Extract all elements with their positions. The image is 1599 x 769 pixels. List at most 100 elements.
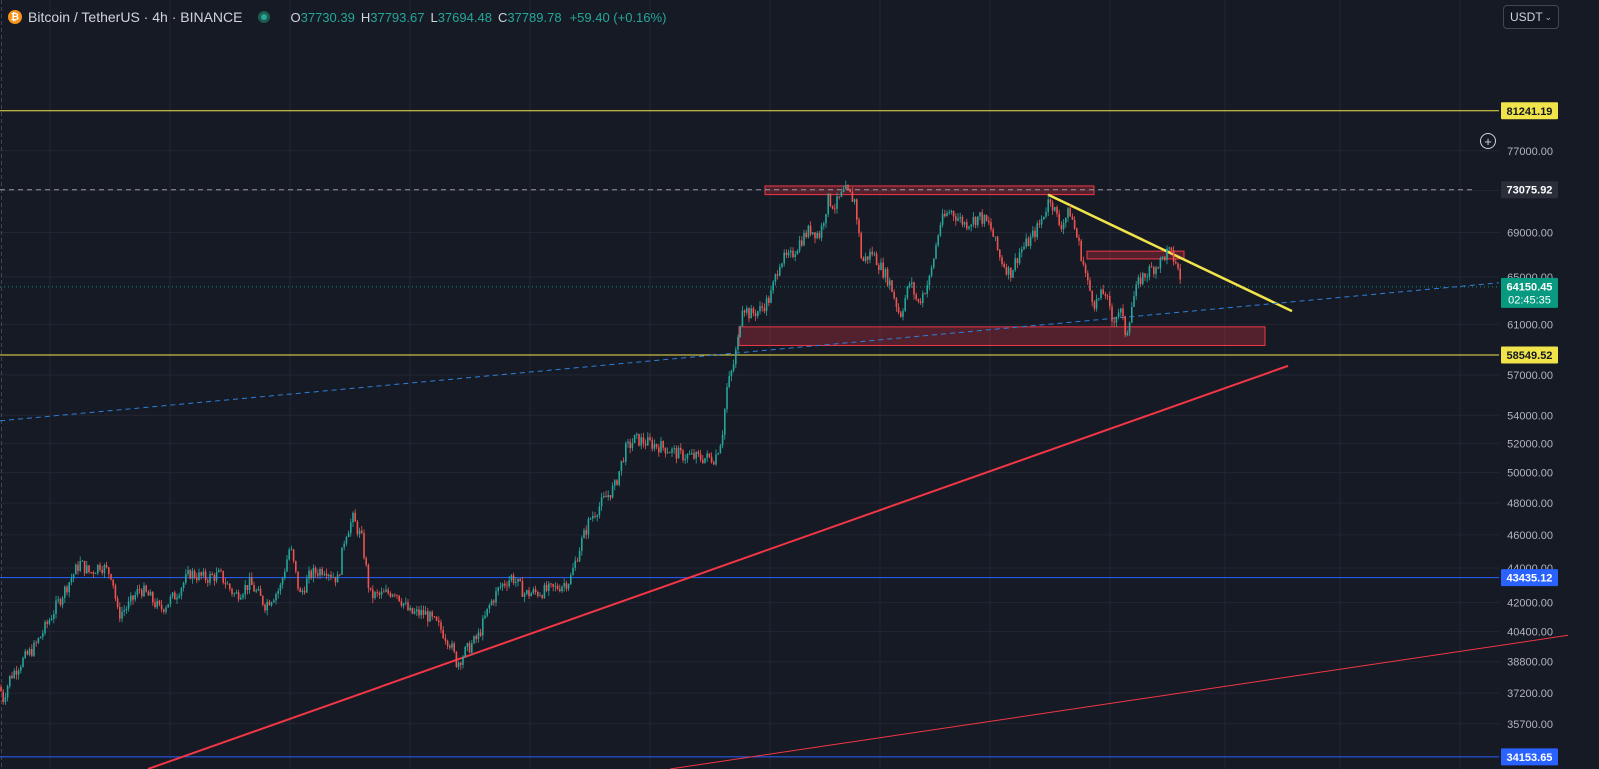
candle: [510, 574, 513, 583]
candle-body: [937, 235, 939, 246]
add-alert-plus-icon[interactable]: +: [1480, 133, 1496, 149]
low-key: L: [430, 9, 438, 25]
candle-body: [1071, 216, 1074, 220]
candle: [405, 597, 407, 606]
candle-body: [627, 441, 629, 444]
candle-body: [442, 629, 444, 639]
candle-body: [1126, 332, 1129, 336]
candle: [891, 280, 893, 293]
candle: [653, 439, 656, 452]
candle: [620, 460, 623, 476]
candle-body: [398, 595, 400, 602]
candle-body: [600, 497, 603, 507]
symbol-title[interactable]: Bitcoin / TetherUS · 4h · BINANCE: [28, 9, 243, 25]
candle: [178, 592, 180, 600]
candle: [211, 571, 213, 576]
candle: [677, 445, 680, 459]
candle-body: [726, 386, 728, 410]
candle-body: [163, 609, 165, 612]
candle: [132, 595, 134, 605]
candle-body: [950, 211, 953, 213]
candle: [570, 572, 572, 586]
candle: [926, 280, 928, 298]
candle: [519, 577, 521, 582]
candle: [1093, 300, 1096, 312]
candle: [55, 595, 57, 619]
candle-body: [257, 589, 260, 591]
candle: [277, 588, 279, 599]
candle-body: [167, 604, 169, 608]
candle: [765, 295, 768, 316]
candle: [1062, 219, 1065, 235]
candle-body: [90, 572, 92, 573]
candle: [955, 213, 957, 226]
candle-body: [999, 249, 1001, 258]
candle-body: [64, 586, 66, 598]
candle: [224, 577, 227, 589]
candle: [1078, 234, 1080, 246]
candle: [794, 250, 796, 262]
currency-selector[interactable]: USDT ⌄: [1503, 5, 1559, 29]
candle-body: [735, 349, 737, 365]
candle: [583, 527, 585, 539]
candle: [468, 640, 471, 654]
candle: [992, 227, 994, 237]
candle-body: [270, 602, 273, 606]
candle-body: [948, 212, 950, 213]
candle-body: [358, 530, 361, 534]
candle-body: [728, 376, 730, 387]
candle: [845, 180, 847, 190]
candle-body: [732, 364, 735, 371]
candle: [1021, 246, 1023, 258]
price-label-value: 64150.45: [1507, 281, 1553, 293]
candle-body: [290, 549, 293, 551]
candle: [730, 369, 733, 382]
candle-body: [334, 576, 337, 583]
candle-body: [840, 191, 843, 197]
candle: [6, 684, 9, 702]
candle-body: [1078, 237, 1080, 241]
candle-body: [908, 283, 911, 287]
candle: [1104, 291, 1107, 300]
candle: [1146, 273, 1148, 283]
candle-body: [374, 592, 376, 599]
candle-body: [301, 590, 304, 593]
candle-body: [475, 636, 477, 640]
candle: [1128, 321, 1131, 337]
candle-body: [974, 216, 977, 226]
candle-body: [871, 251, 873, 255]
candle-body: [303, 590, 306, 593]
candle: [928, 274, 931, 291]
candle: [581, 535, 583, 556]
candle-body: [1102, 289, 1104, 295]
candle-body: [981, 212, 983, 224]
candle-body: [127, 601, 130, 609]
candle: [684, 454, 686, 464]
candle-body: [849, 189, 851, 193]
candle: [398, 595, 400, 602]
candle-body: [886, 269, 889, 286]
candle-body: [275, 593, 277, 601]
candle-body: [446, 640, 449, 646]
candle-body: [242, 594, 244, 598]
candle: [57, 595, 59, 604]
candle-body: [985, 215, 988, 221]
candle-body: [526, 590, 528, 594]
candle: [897, 303, 900, 315]
candle-body: [875, 253, 878, 266]
candle: [776, 270, 779, 280]
candle: [950, 209, 953, 215]
candle: [28, 647, 31, 657]
candle: [1029, 233, 1032, 250]
candle-body: [31, 649, 33, 656]
candle: [431, 610, 433, 620]
candle: [567, 583, 570, 592]
candle-body: [444, 638, 447, 641]
candle-body: [803, 232, 805, 246]
candle: [145, 584, 147, 593]
candle: [235, 589, 238, 595]
candle: [220, 568, 222, 573]
candle: [1122, 304, 1124, 321]
